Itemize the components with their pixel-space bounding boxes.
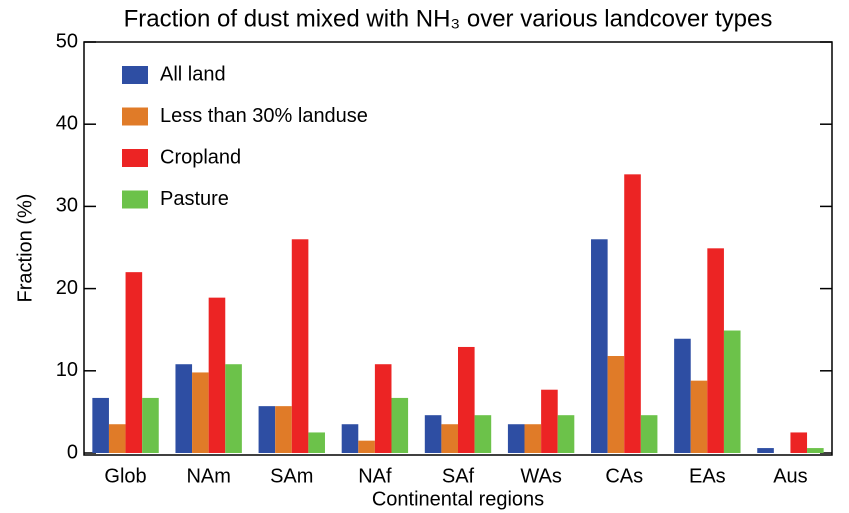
bar (557, 415, 575, 453)
bar (341, 424, 359, 453)
y-tick-label: 30 (56, 195, 78, 217)
bar (142, 397, 159, 453)
bar (790, 432, 808, 453)
bar (640, 415, 658, 453)
bar (208, 297, 226, 453)
y-tick-label: 40 (56, 112, 78, 134)
x-tick-label: EAs (689, 465, 726, 487)
bar (807, 448, 824, 453)
bar (690, 380, 708, 453)
legend-label: All land (160, 63, 226, 85)
y-tick-label: 0 (67, 441, 78, 463)
bar (92, 397, 109, 453)
bar (125, 272, 143, 453)
legend-swatch (122, 107, 148, 126)
bar (507, 424, 525, 453)
bar (358, 440, 375, 453)
legend-swatch (122, 149, 148, 167)
bar (624, 174, 641, 454)
x-tick-label: NAm (186, 465, 230, 487)
bar (674, 338, 691, 453)
y-tick-label: 10 (56, 359, 78, 381)
x-tick-label: WAs (520, 465, 561, 487)
bar (723, 330, 741, 453)
plot-frame (83, 41, 833, 456)
bar (757, 448, 774, 453)
legend-label: Less than 30% landuse (160, 105, 368, 127)
bar (308, 432, 325, 453)
x-tick-label: NAf (358, 465, 392, 487)
bar (391, 397, 409, 453)
x-tick-label: SAm (270, 465, 313, 487)
bar (524, 424, 542, 453)
bar (192, 372, 209, 453)
bar (275, 406, 292, 453)
bar (374, 364, 392, 453)
bar (541, 389, 558, 453)
bar (441, 424, 458, 453)
y-tick-label: 20 (56, 277, 78, 299)
legend-label: Cropland (160, 146, 241, 168)
bar (424, 415, 442, 453)
x-axis-label: Continental regions (372, 488, 544, 510)
x-tick-label: CAs (605, 465, 643, 487)
x-tick-label: Glob (104, 465, 146, 487)
x-tick-label: SAf (442, 465, 475, 487)
x-tick-label: Aus (773, 465, 807, 487)
y-axis-label: Fraction (%) (14, 194, 36, 303)
bar (458, 346, 475, 453)
bar (607, 356, 625, 453)
legend-swatch (122, 190, 148, 209)
bar (474, 415, 492, 453)
bar (258, 406, 276, 453)
bar (225, 364, 242, 453)
bar (591, 239, 608, 453)
y-tick-label: 50 (56, 30, 78, 52)
legend-swatch (122, 66, 148, 84)
chart-title: Fraction of dust mixed with NH₃ over var… (124, 5, 773, 32)
bar (108, 424, 126, 453)
legend-label: Pasture (160, 188, 229, 210)
bar (291, 239, 309, 453)
bar (175, 364, 193, 453)
bar (707, 248, 724, 453)
